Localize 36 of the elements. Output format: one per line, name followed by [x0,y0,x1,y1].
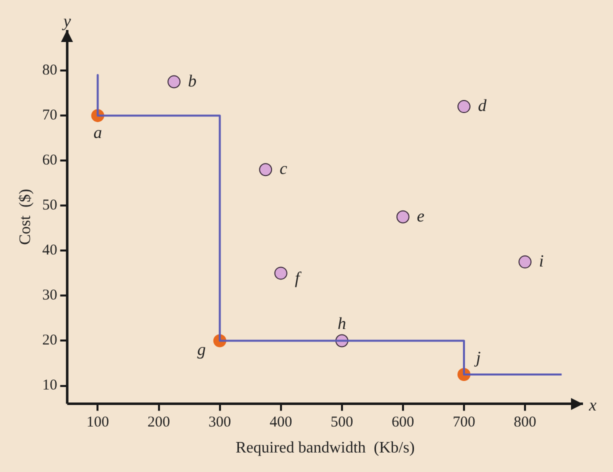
point [274,266,288,280]
y-tick-label: 30 [42,288,58,304]
annotation: b [188,71,197,90]
annotation: j [474,348,481,367]
annotation: c [280,159,288,178]
point [518,255,532,268]
annotation: y [61,11,72,30]
point [396,210,410,224]
point [457,100,470,114]
x-tick-label: 400 [270,414,292,431]
x-tick-label: 500 [330,414,354,431]
y-tick-label: 50 [42,198,58,214]
x-tick-label: 100 [86,414,109,431]
x-tick-label: 800 [514,414,536,431]
x-tick-label: 300 [208,414,232,431]
annotation: h [338,314,346,334]
y-tick-label: 80 [42,62,58,78]
annotation: g [197,340,206,360]
x-axis-title: Required bandwidth (Kb/s) [236,440,415,457]
y-tick-label: 60 [42,152,58,169]
annotation: i [539,251,544,270]
annotation: a [93,123,102,142]
text: x [588,395,597,414]
annotation: e [416,206,425,226]
x-tick-label: 200 [148,414,170,431]
y-axis-title: Cost ($) [16,188,34,245]
y-tick-label: 70 [42,108,58,124]
y-tick-label: 40 [42,242,58,259]
x-tick-label: 700 [452,414,476,431]
annotation: d [478,96,487,116]
annotation: f [294,268,302,288]
y-tick-label: 10 [42,378,58,394]
y-tick-label: 20 [42,332,58,349]
point [259,163,272,176]
point [168,75,181,88]
x-tick-label: 600 [392,414,414,431]
